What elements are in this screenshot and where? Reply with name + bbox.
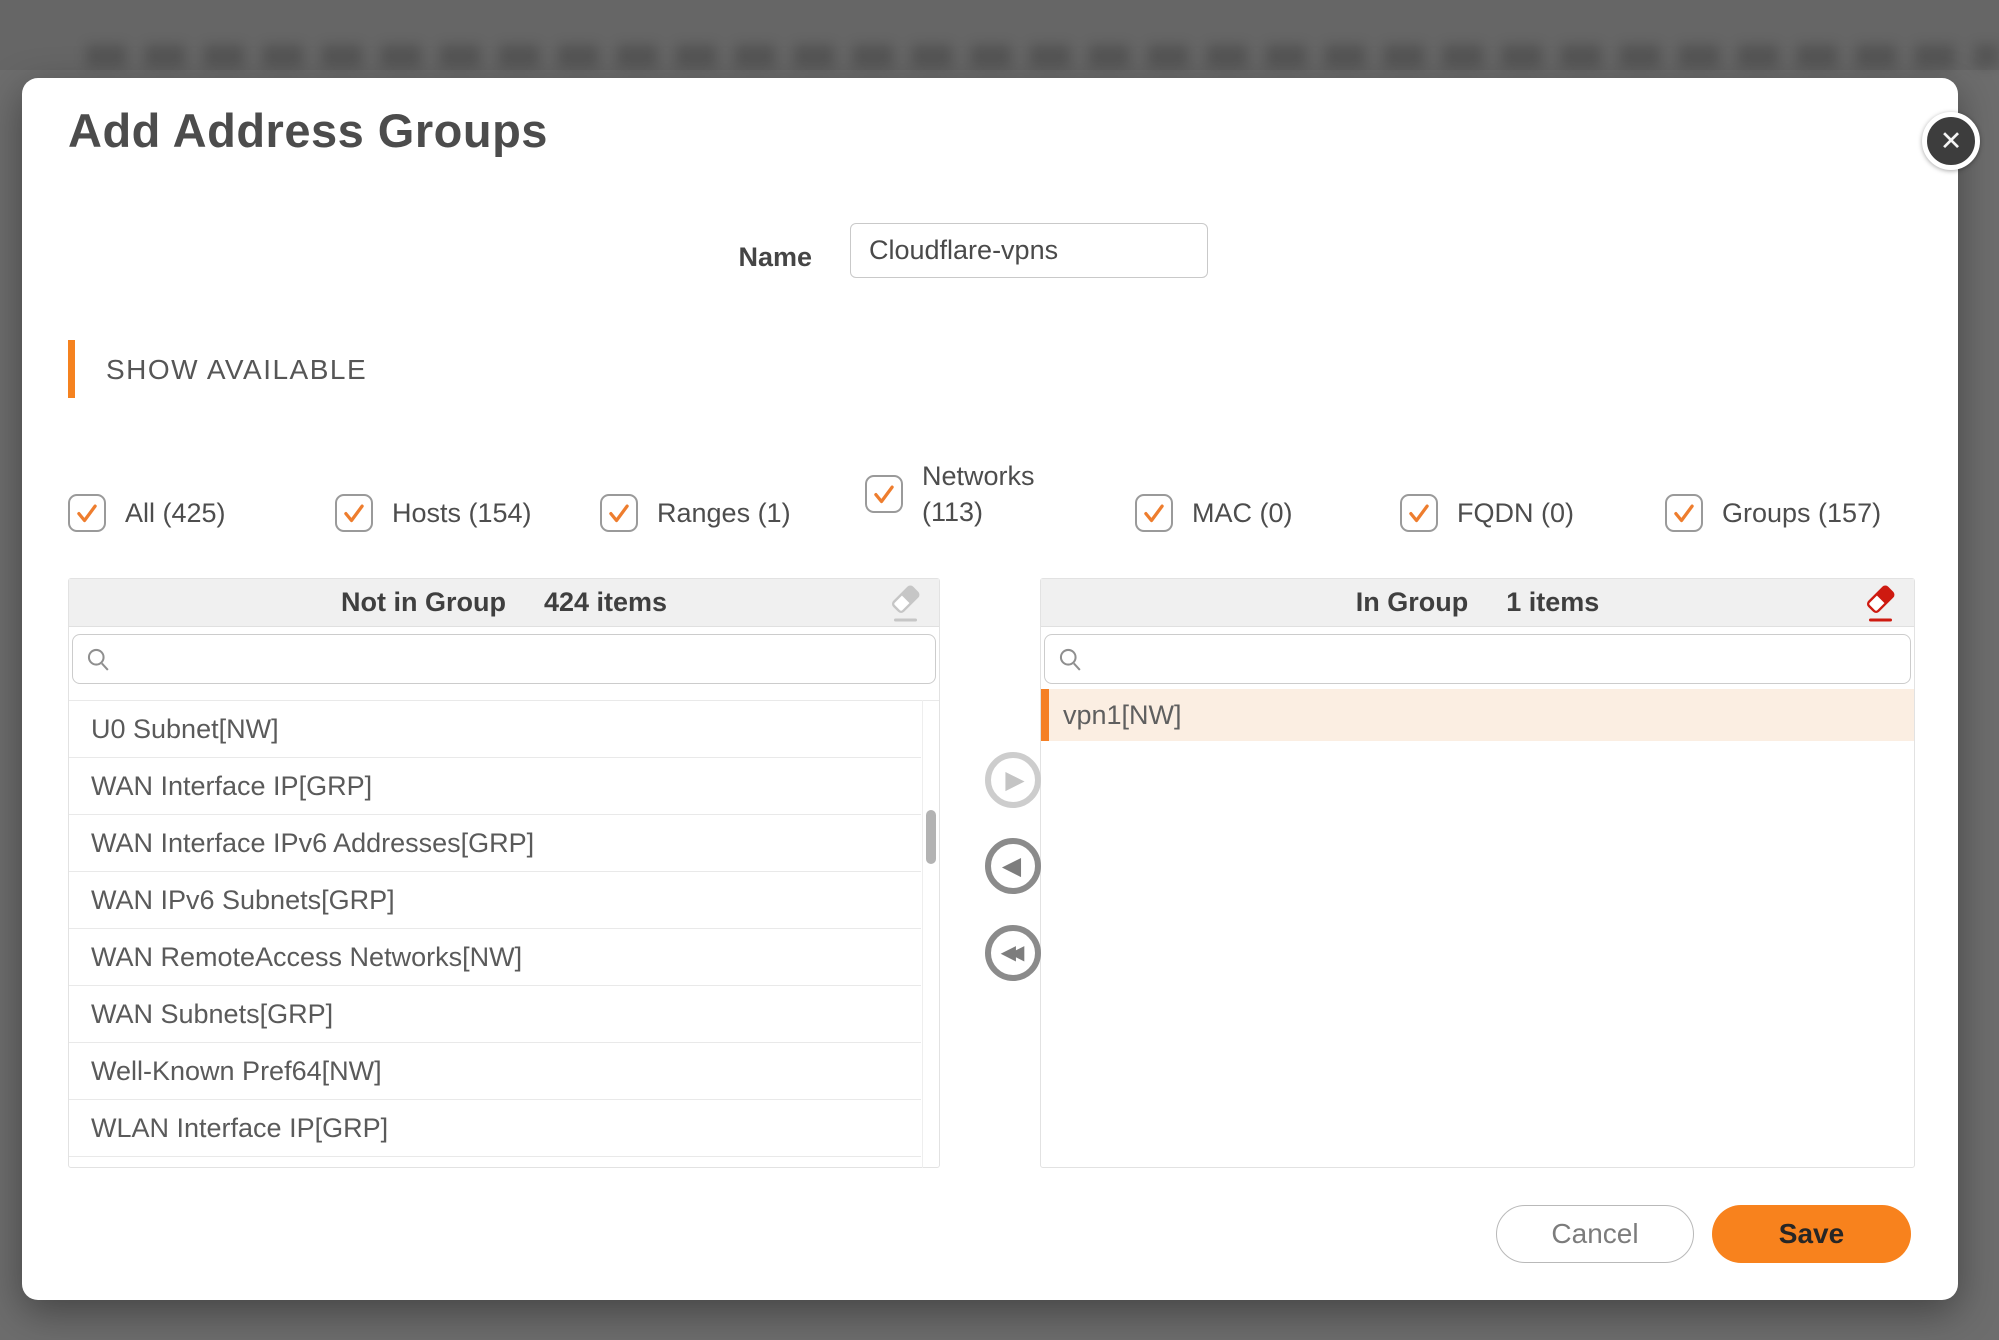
move-all-left-button[interactable]: ◀◀ [985, 925, 1041, 981]
section-title: SHOW AVAILABLE [106, 354, 368, 385]
modal-backdrop [0, 0, 1999, 70]
list-item[interactable]: Well-Known Pref64[NW] [69, 1043, 921, 1100]
close-icon: ✕ [1939, 125, 1963, 156]
section-accent-bar [68, 340, 75, 398]
not-in-group-header: Not in Group 424 items [69, 579, 939, 627]
filter-checkbox-item[interactable]: Ranges (1) [600, 494, 791, 532]
dialog-title: Add Address Groups [68, 104, 548, 157]
checkbox-checked-icon[interactable] [1400, 494, 1438, 532]
arrow-left-icon: ◀ [1001, 851, 1022, 880]
filter-checkbox-item[interactable]: MAC (0) [1135, 494, 1293, 532]
list-item-label: WLAN Interface IP[GRP] [91, 1112, 389, 1143]
not-in-group-panel: Not in Group 424 items [68, 578, 940, 1168]
clear-in-group-button[interactable] [1862, 585, 1898, 623]
in-group-searchbox [1044, 634, 1911, 684]
panel-item-count: 424 items [543, 587, 668, 617]
filter-label: All (425) [125, 498, 226, 528]
list-item[interactable]: WLAN Interface IP[GRP] [69, 1100, 921, 1157]
list-item[interactable]: WAN Interface IP[GRP] [69, 758, 921, 815]
not-in-group-search-input[interactable] [122, 643, 923, 675]
name-label: Name [738, 242, 812, 272]
in-group-panel: In Group 1 items [1040, 578, 1915, 1168]
list-item-label: WAN IPv6 Subnets[GRP] [91, 884, 395, 915]
list-item[interactable]: U0 Subnet[NW] [69, 701, 921, 758]
filter-checkbox-item[interactable]: Hosts (154) [335, 494, 532, 532]
cancel-button[interactable]: Cancel [1496, 1205, 1694, 1263]
checkbox-checked-icon[interactable] [1135, 494, 1173, 532]
list-item-label: WAN RemoteAccess Networks[NW] [91, 941, 523, 972]
filter-checkbox-item[interactable]: All (425) [68, 494, 226, 532]
list-item[interactable]: WAN Subnets[GRP] [69, 986, 921, 1043]
checkbox-checked-icon[interactable] [865, 475, 903, 513]
list-item-label: vpn1[NW] [1063, 699, 1182, 730]
filter-checkbox-item[interactable]: Groups (157) [1665, 494, 1881, 532]
list-item-label: U0 Subnet[NW] [91, 713, 279, 744]
filter-label: FQDN (0) [1457, 498, 1574, 528]
panel-title: Not in Group [340, 587, 506, 617]
blurred-background-content [86, 44, 1999, 68]
filter-label: MAC (0) [1192, 498, 1293, 528]
panel-title: In Group [1355, 587, 1469, 617]
filter-checkbox-item[interactable]: FQDN (0) [1400, 494, 1574, 532]
close-button[interactable]: ✕ [1922, 112, 1980, 170]
in-group-header: In Group 1 items [1041, 579, 1914, 627]
in-group-search-input[interactable] [1094, 643, 1898, 675]
move-left-button[interactable]: ◀ [985, 838, 1041, 894]
clear-not-in-group-button[interactable] [887, 585, 923, 623]
filter-label: Networks (113) [922, 461, 1035, 527]
checkbox-checked-icon[interactable] [600, 494, 638, 532]
search-icon [87, 648, 109, 671]
list-item-label: WAN Interface IPv6 Addresses[GRP] [91, 827, 535, 858]
checkbox-checked-icon[interactable] [1665, 494, 1703, 532]
list-item-label: Well-Known Pref64[NW] [91, 1055, 382, 1086]
list-item[interactable]: vpn1[NW] [1041, 689, 1914, 741]
list-item[interactable]: WAN Interface IPv6 Addresses[GRP] [69, 815, 921, 872]
move-right-button[interactable]: ▶ [985, 752, 1041, 808]
checkbox-checked-icon[interactable] [335, 494, 373, 532]
filter-label: Hosts (154) [392, 498, 532, 528]
panel-item-count: 1 items [1506, 587, 1600, 617]
search-icon [1059, 648, 1081, 671]
add-address-groups-dialog: ✕ Add Address Groups Name SHOW AVAILABLE… [22, 78, 1980, 1300]
save-button[interactable]: Save [1712, 1205, 1911, 1263]
in-group-list: vpn1[NW] [1041, 689, 1914, 741]
list-item[interactable]: WAN IPv6 Subnets[GRP] [69, 872, 921, 929]
scrollbar-thumb[interactable] [926, 810, 936, 864]
scrollbar-track[interactable] [922, 700, 939, 1168]
eraser-icon [891, 585, 920, 622]
eraser-icon [1866, 585, 1895, 622]
list-item-label: WAN Interface IP[GRP] [91, 770, 373, 801]
filter-label: Ranges (1) [657, 498, 791, 528]
filter-label: Groups (157) [1722, 498, 1882, 528]
checkbox-checked-icon[interactable] [68, 494, 106, 532]
name-input[interactable] [850, 223, 1208, 278]
list-item[interactable]: WAN RemoteAccess Networks[NW] [69, 929, 921, 986]
double-arrow-left-icon: ◀◀ [1000, 942, 1025, 964]
filter-row: All (425) Hosts (154) Ranges (1) Network… [68, 461, 1948, 553]
list-item-label: WAN Subnets[GRP] [91, 998, 334, 1029]
not-in-group-searchbox [72, 634, 936, 684]
arrow-right-icon: ▶ [1005, 765, 1025, 794]
filter-checkbox-item[interactable]: Networks (113) [865, 458, 1044, 530]
not-in-group-list: U0 Subnet[NW] WAN Interface IP[GRP] WAN … [69, 700, 939, 1168]
